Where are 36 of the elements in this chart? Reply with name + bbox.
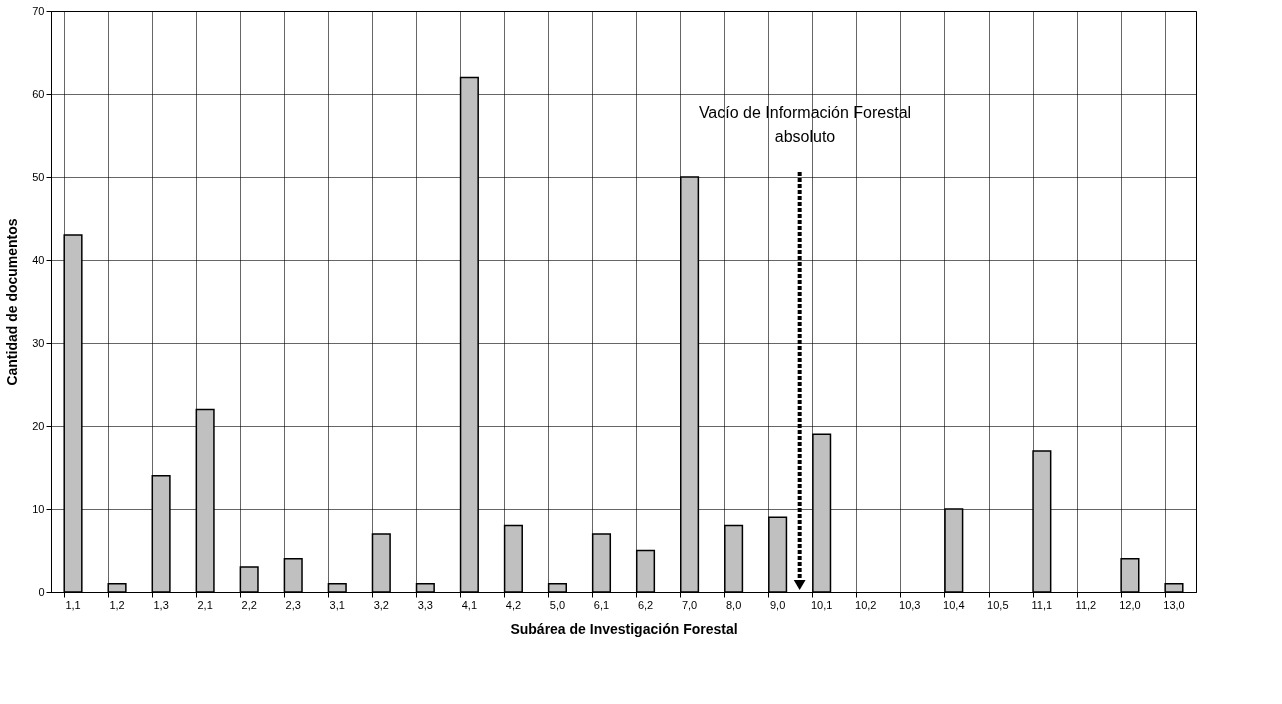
y-tick-label: 40 bbox=[32, 253, 45, 266]
x-tick-label: 9,0 bbox=[769, 598, 786, 611]
x-tick-label: 6,2 bbox=[637, 598, 654, 611]
x-tick-label: 3,2 bbox=[373, 598, 389, 611]
x-tick-label: 10,5 bbox=[987, 598, 1009, 611]
x-tick-label: 10,2 bbox=[855, 598, 877, 611]
x-tick-label: 1,2 bbox=[109, 598, 125, 611]
y-tick-label: 50 bbox=[32, 170, 45, 183]
x-tick-label: 8,0 bbox=[725, 598, 742, 611]
x-tick-label: 13,0 bbox=[1163, 598, 1185, 611]
x-tick-label: 1,1 bbox=[65, 598, 81, 611]
y-axis-title: Cantidad de documentos bbox=[4, 218, 21, 386]
x-tick-label: 2,1 bbox=[197, 598, 213, 611]
y-tick-label: 0 bbox=[38, 585, 45, 598]
x-tick-label: 4,2 bbox=[505, 598, 522, 611]
x-tick-label: 11,2 bbox=[1075, 598, 1097, 611]
x-tick-label: 5,0 bbox=[549, 598, 566, 611]
x-tick-label: 12,0 bbox=[1119, 598, 1141, 611]
x-tick-label: 3,3 bbox=[417, 598, 433, 611]
x-tick-label: 2,3 bbox=[285, 598, 301, 611]
x-tick-label: 6,1 bbox=[593, 598, 610, 611]
x-axis-title: Subárea de Investigación Forestal bbox=[510, 620, 738, 637]
x-tick-label: 10,4 bbox=[943, 598, 965, 611]
x-tick-label: 1,3 bbox=[153, 598, 169, 611]
y-tick-label: 10 bbox=[32, 502, 45, 515]
x-tick-label: 10,1 bbox=[810, 598, 833, 611]
x-tick-label: 10,3 bbox=[899, 598, 921, 611]
x-tick-label: 11,1 bbox=[1031, 598, 1053, 611]
x-tick-label: 2,2 bbox=[241, 598, 257, 611]
x-tick-label: 4,1 bbox=[461, 598, 478, 611]
y-tick-label: 70 bbox=[32, 4, 45, 17]
y-tick-label: 30 bbox=[32, 336, 45, 349]
x-tick-label: 3,1 bbox=[329, 598, 345, 611]
y-tick-label: 20 bbox=[32, 419, 45, 432]
y-tick-label: 60 bbox=[32, 87, 45, 100]
x-tick-label: 7,0 bbox=[681, 598, 698, 611]
